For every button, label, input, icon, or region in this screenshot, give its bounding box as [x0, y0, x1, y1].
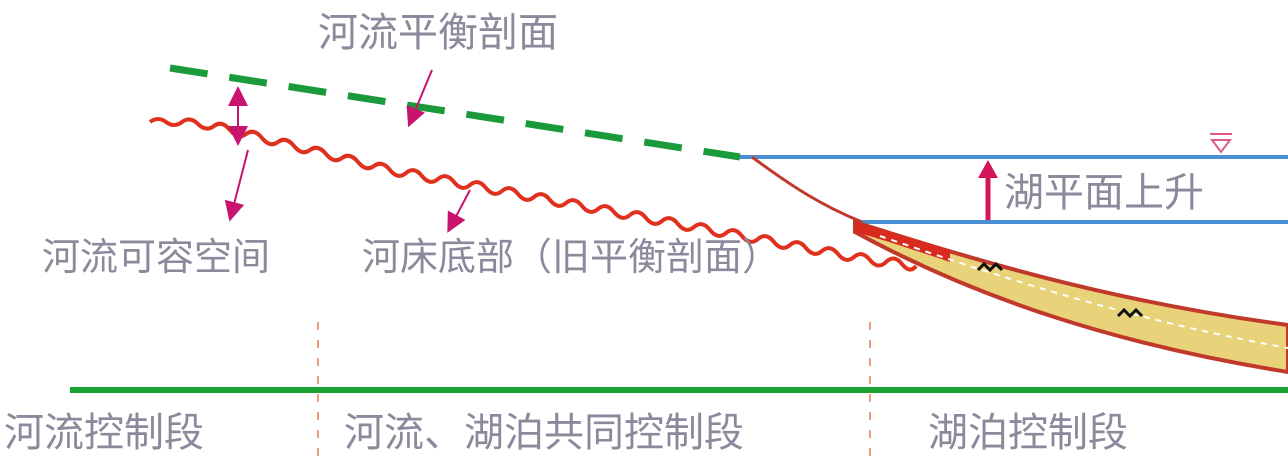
balance-profile-pointer	[406, 69, 433, 128]
water-level-symbol	[1210, 139, 1232, 154]
lake-rise-arrowhead	[978, 160, 998, 178]
balance-profile-label: 河流平衡剖面	[318, 10, 558, 56]
segment-lake-label: 湖泊控制段	[928, 410, 1128, 456]
delta-fossil-mark-1	[976, 261, 1004, 273]
segment-joint-label: 河流、湖泊共同控制段	[344, 410, 744, 456]
riverbed-pointer	[447, 189, 471, 233]
river-balance-profile-line	[169, 64, 741, 161]
delta-fossil-mark-2	[1116, 307, 1144, 319]
lake-slope-line	[751, 155, 863, 224]
river-space-pointer	[224, 149, 249, 222]
river-space-label: 河流可容空间	[42, 235, 270, 279]
delta-deposit	[853, 219, 1288, 375]
riverbed-label: 河床底部（旧平衡剖面）	[362, 235, 780, 279]
lake-rise-label: 湖平面上升	[1004, 170, 1204, 216]
segment-river-label: 河流控制段	[4, 410, 204, 456]
riverbed-line	[148, 117, 918, 272]
